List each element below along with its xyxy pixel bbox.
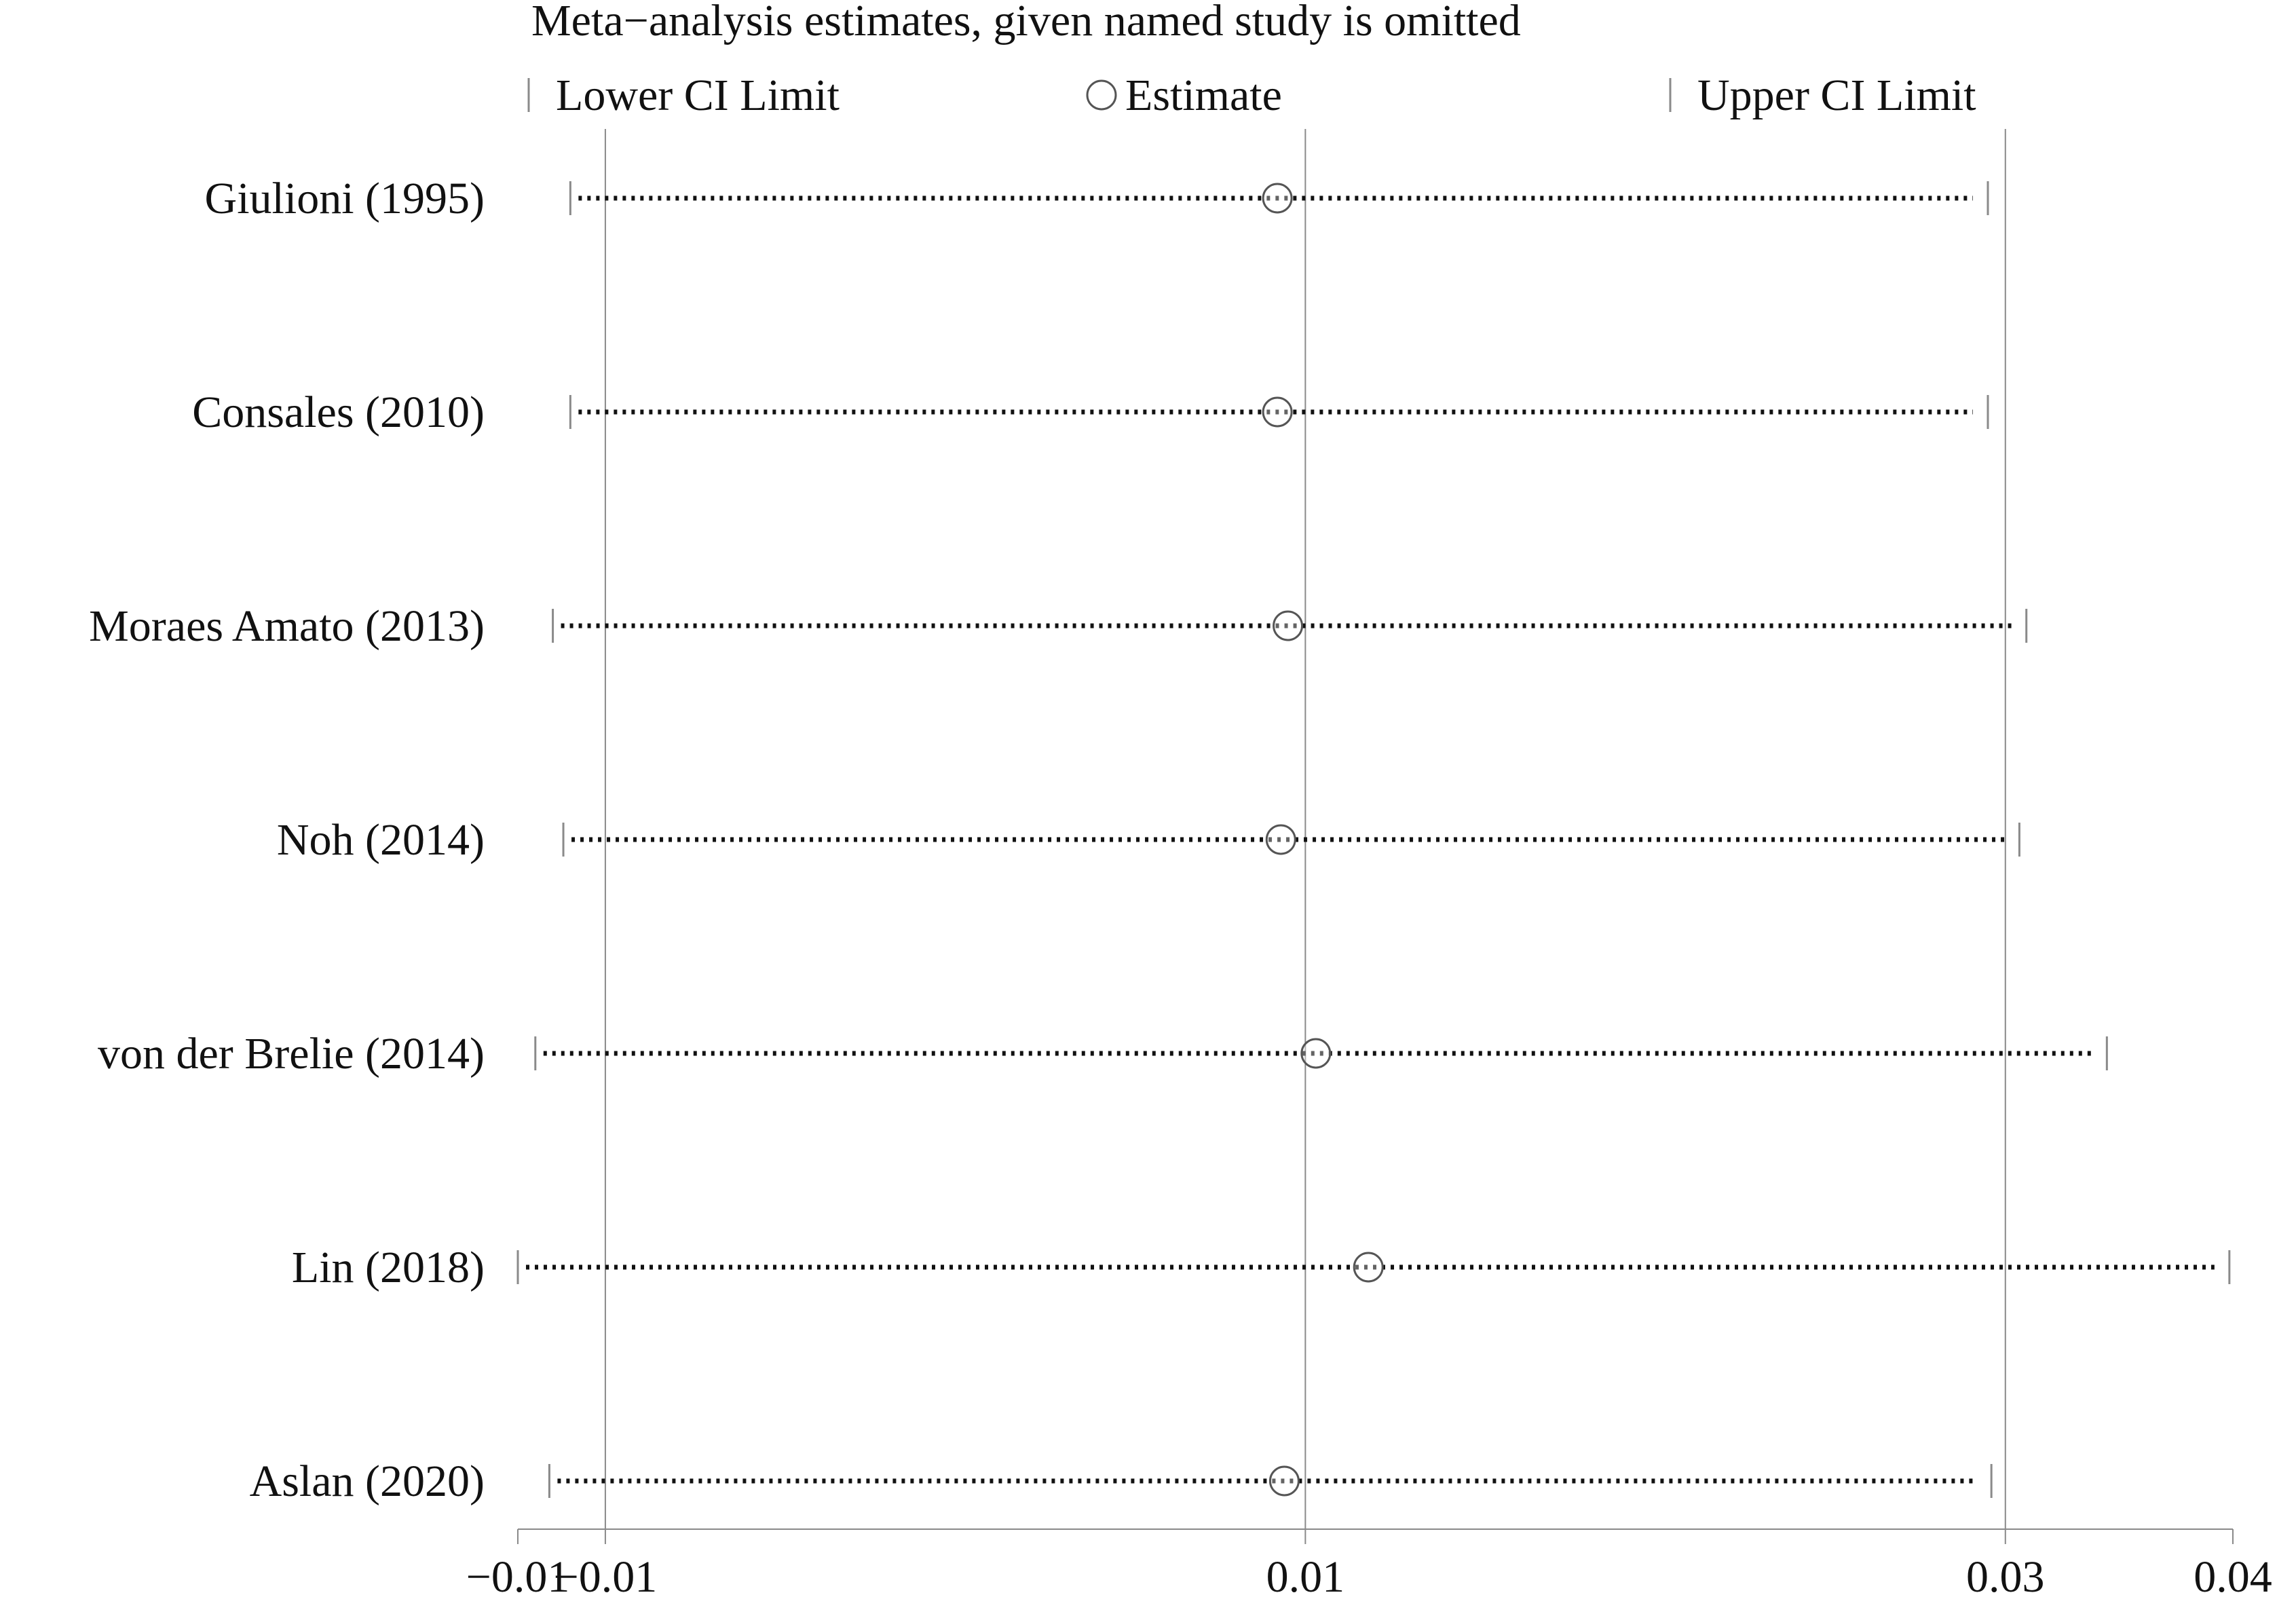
- x-tick-label: 0.01: [1266, 1552, 1345, 1602]
- study-label: Noh (2014): [277, 815, 485, 865]
- study-row: Consales (2010): [192, 388, 1989, 437]
- study-row: Moraes Amato (2013): [89, 601, 2028, 651]
- chart-title: Meta−analysis estimates, given named stu…: [531, 0, 1521, 45]
- study-row: von der Brelie (2014): [98, 1029, 2108, 1078]
- estimate-marker: [1262, 396, 1293, 428]
- study-label: Aslan (2020): [250, 1457, 485, 1506]
- study-label: von der Brelie (2014): [98, 1029, 485, 1078]
- estimate-marker: [1353, 1252, 1384, 1283]
- x-axis: −0.01−0.01 0.01 0.03 0.04: [466, 1528, 2272, 1602]
- estimate-marker: [1268, 1465, 1300, 1497]
- legend: Lower CI Limit Estimate Upper CI Limit: [527, 71, 1976, 120]
- estimate-marker: [1262, 183, 1293, 214]
- study-label: Moraes Amato (2013): [89, 601, 485, 651]
- x-tick-label: 0.03: [1966, 1552, 2045, 1602]
- x-tick-label: −0.01: [554, 1552, 658, 1602]
- study-row: Noh (2014): [277, 815, 2020, 865]
- study-label: Consales (2010): [192, 388, 485, 437]
- x-tick-label: 0.04: [2194, 1552, 2272, 1602]
- study-row: Aslan (2020): [250, 1457, 1993, 1506]
- study-label: Giulioni (1995): [205, 174, 485, 223]
- legend-lower-label: Lower CI Limit: [556, 71, 840, 120]
- study-rows: Giulioni (1995) Consales (2010) Moraes Ama…: [89, 174, 2231, 1506]
- reference-lines: [604, 129, 2006, 1529]
- legend-estimate-marker: [1086, 79, 1117, 111]
- legend-upper-label: Upper CI Limit: [1697, 71, 1976, 120]
- estimate-marker: [1273, 610, 1304, 641]
- legend-estimate-label: Estimate: [1125, 71, 1282, 120]
- estimate-marker: [1265, 824, 1296, 855]
- study-label: Lin (2018): [292, 1243, 485, 1292]
- estimate-marker: [1300, 1038, 1332, 1069]
- study-row: Lin (2018): [292, 1243, 2231, 1292]
- study-row: Giulioni (1995): [205, 174, 1989, 223]
- x-tick-label: −0.01: [466, 1552, 570, 1602]
